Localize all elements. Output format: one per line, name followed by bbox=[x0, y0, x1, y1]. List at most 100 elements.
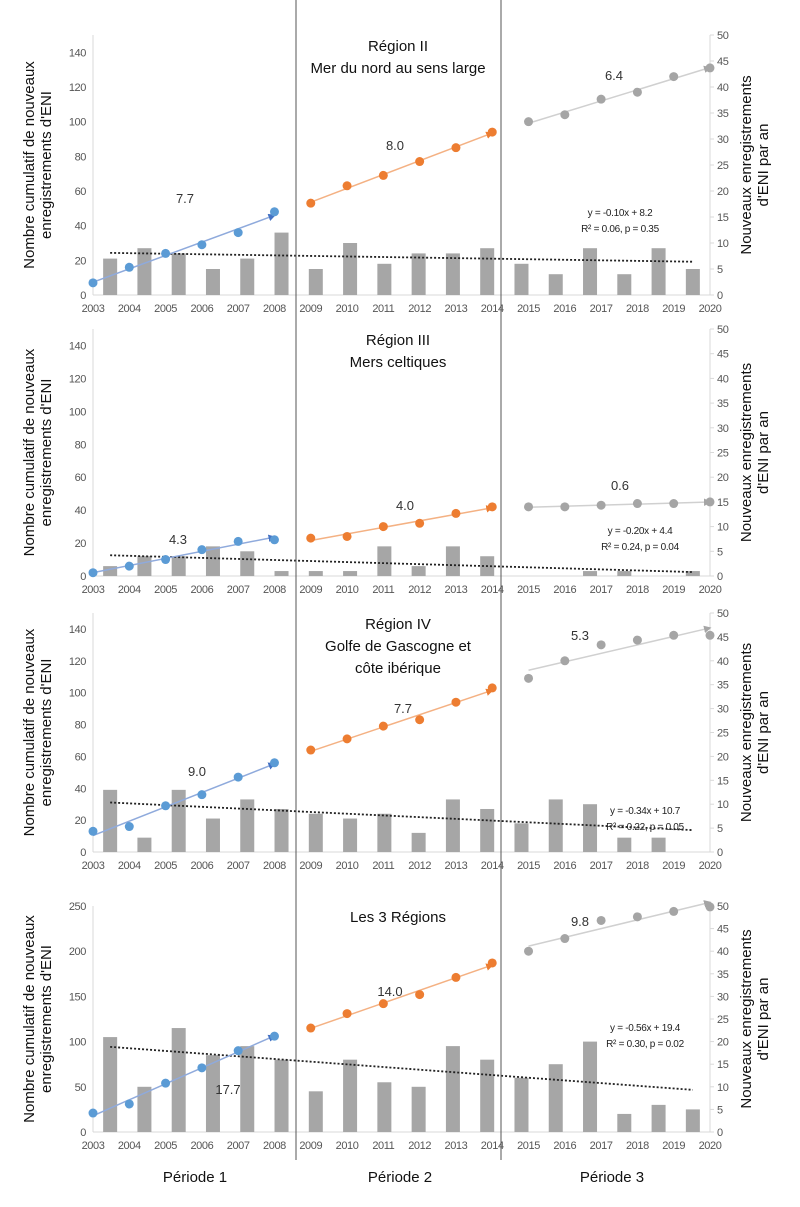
bar-2014 bbox=[480, 248, 495, 295]
cumulative-point-2013 bbox=[451, 972, 461, 982]
year-label: 2015 bbox=[517, 860, 540, 872]
cumulative-point-2015 bbox=[524, 117, 534, 127]
cumulative-point-2011 bbox=[378, 522, 388, 532]
cumulative-point-2015 bbox=[524, 502, 534, 512]
year-label: 2008 bbox=[263, 1140, 286, 1152]
right-tick-label: 45 bbox=[717, 56, 729, 68]
year-label: 2011 bbox=[372, 303, 394, 315]
trend-line bbox=[110, 554, 693, 573]
cumulative-point-2020 bbox=[705, 630, 715, 640]
year-label: 2015 bbox=[517, 1140, 540, 1152]
right-tick-label: 30 bbox=[717, 423, 729, 435]
left-tick-label: 120 bbox=[69, 82, 86, 94]
panel-title: Les 3 Régions bbox=[350, 909, 446, 926]
cumulative-point-2010 bbox=[342, 181, 352, 191]
cumulative-point-2018 bbox=[632, 912, 642, 922]
bar-2018 bbox=[617, 1113, 632, 1132]
cumulative-point-2004 bbox=[124, 822, 134, 832]
bar-2008 bbox=[274, 571, 289, 576]
year-label: 2008 bbox=[263, 303, 286, 315]
cumulative-point-2019 bbox=[669, 72, 679, 82]
left-tick-label: 100 bbox=[69, 688, 86, 700]
cumulative-point-2007 bbox=[233, 228, 243, 238]
cumulative-point-2020 bbox=[705, 497, 715, 507]
left-tick-label: 100 bbox=[69, 117, 86, 129]
cumulative-point-2005 bbox=[161, 801, 171, 811]
bar-2008 bbox=[274, 808, 289, 852]
right-tick-label: 50 bbox=[717, 901, 729, 913]
year-label: 2019 bbox=[662, 860, 685, 872]
period-2-rate-label: 7.7 bbox=[394, 701, 412, 716]
right-tick-label: 35 bbox=[717, 398, 729, 410]
right-tick-label: 0 bbox=[717, 847, 723, 859]
right-tick-label: 15 bbox=[717, 497, 729, 509]
year-label: 2014 bbox=[481, 1140, 504, 1152]
bar-2016 bbox=[548, 799, 563, 852]
bar-2007 bbox=[240, 1046, 255, 1132]
cumulative-point-2007 bbox=[233, 1046, 243, 1056]
right-tick-label: 5 bbox=[717, 823, 723, 835]
right-tick-label: 5 bbox=[717, 264, 723, 276]
bar-2006 bbox=[205, 1055, 220, 1132]
period-2-fit-line bbox=[310, 505, 494, 542]
right-axis-title: d'ENI par an bbox=[755, 411, 772, 494]
bar-2020 bbox=[685, 571, 700, 576]
year-label: 2019 bbox=[662, 584, 685, 596]
left-tick-label: 120 bbox=[69, 373, 86, 385]
cumulative-point-2016 bbox=[560, 656, 570, 666]
year-label: 2007 bbox=[227, 303, 250, 315]
bar-2017 bbox=[583, 571, 598, 576]
bar-2003 bbox=[103, 566, 118, 576]
right-tick-label: 5 bbox=[717, 1104, 723, 1116]
bar-2012 bbox=[411, 832, 426, 852]
cumulative-point-2008 bbox=[269, 535, 279, 545]
bar-2015 bbox=[514, 263, 529, 295]
bar-2006 bbox=[205, 269, 220, 295]
left-tick-label: 250 bbox=[69, 901, 86, 913]
cumulative-point-2014 bbox=[487, 958, 497, 968]
trend-equation: y = -0.56x + 19.4 bbox=[610, 1023, 681, 1034]
cumulative-point-2018 bbox=[632, 499, 642, 509]
trend-stats: R² = 0.24, p = 0.04 bbox=[601, 542, 679, 553]
bar-2013 bbox=[445, 253, 460, 295]
year-label: 2019 bbox=[662, 1140, 685, 1152]
left-axis-title: enregistrements d'ENI bbox=[38, 91, 55, 239]
bar-2017 bbox=[583, 248, 598, 295]
bar-2015 bbox=[514, 1077, 529, 1132]
cumulative-point-2007 bbox=[233, 536, 243, 546]
year-label: 2003 bbox=[82, 1140, 105, 1152]
bar-2011 bbox=[377, 546, 392, 576]
right-tick-label: 30 bbox=[717, 134, 729, 146]
year-label: 2017 bbox=[590, 303, 613, 315]
right-tick-label: 0 bbox=[717, 571, 723, 583]
period-3-rate-label: 0.6 bbox=[611, 478, 629, 493]
right-tick-label: 15 bbox=[717, 212, 729, 224]
right-tick-label: 10 bbox=[717, 1082, 729, 1094]
period-3-rate-label: 9.8 bbox=[571, 914, 589, 929]
bar-2003 bbox=[103, 789, 118, 852]
cumulative-point-2011 bbox=[378, 721, 388, 731]
year-label: 2016 bbox=[553, 303, 576, 315]
cumulative-point-2012 bbox=[415, 990, 425, 1000]
cumulative-point-2009 bbox=[306, 533, 316, 543]
period-2-fit-line bbox=[310, 963, 494, 1030]
year-label: 2016 bbox=[553, 860, 576, 872]
year-label: 2011 bbox=[372, 1140, 394, 1152]
panel-title: Mer du nord au sens large bbox=[310, 60, 485, 77]
right-axis-title: Nouveaux enregistrements bbox=[738, 75, 755, 254]
bar-2017 bbox=[583, 804, 598, 852]
right-tick-label: 5 bbox=[717, 546, 723, 558]
trend-line bbox=[110, 1045, 693, 1091]
panel-4: 0 50 100 150 200 250 0 5 10 15 20 25 30 35 40 45 50 2003 2… bbox=[21, 900, 772, 1152]
bar-2014 bbox=[480, 808, 495, 852]
cumulative-point-2010 bbox=[342, 1009, 352, 1019]
right-axis-title: Nouveaux enregistrements bbox=[738, 363, 755, 542]
cumulative-point-2019 bbox=[669, 906, 679, 916]
left-axis-title: Nombre cumulatif de nouveaux bbox=[21, 61, 38, 269]
cumulative-point-2009 bbox=[306, 745, 316, 755]
year-label: 2006 bbox=[190, 860, 213, 872]
year-label: 2004 bbox=[118, 1140, 141, 1152]
right-tick-label: 30 bbox=[717, 991, 729, 1003]
panel-title: Région II bbox=[368, 38, 428, 55]
